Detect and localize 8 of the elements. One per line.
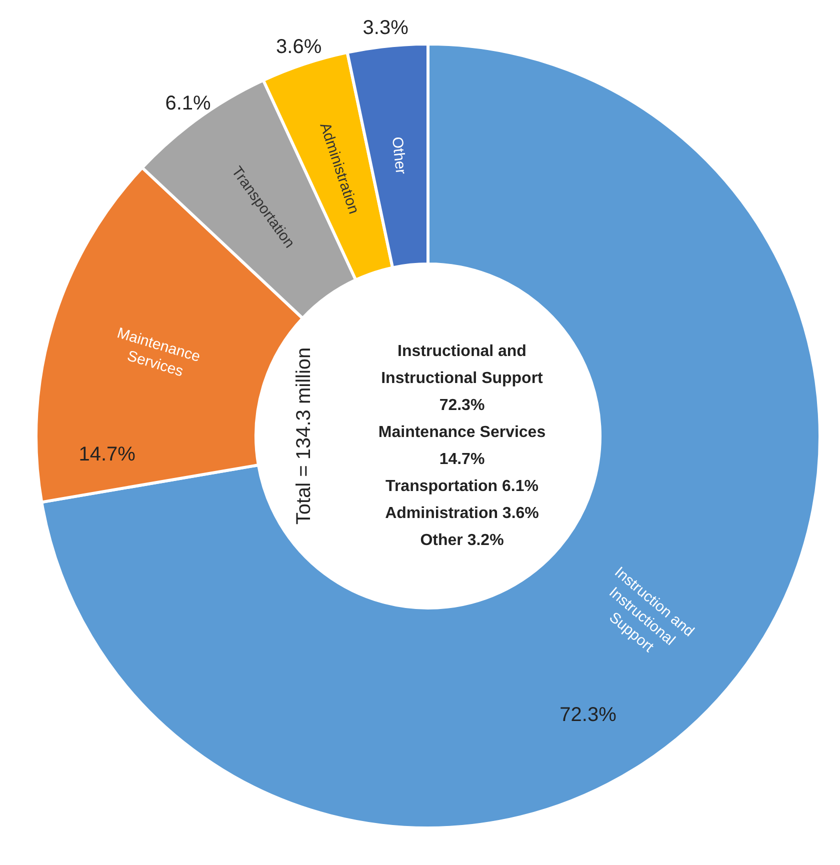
slice-label: Other	[388, 136, 410, 176]
data-label: 6.1%	[165, 92, 212, 115]
text: Instructional and Instructional Support 72.3% Maintenance Services 14.7% Transportation 6.1% Administration 3.6% Other 3.2%	[378, 343, 546, 549]
text: Total = 134.3 million	[293, 347, 315, 525]
data-label: 14.7%	[78, 443, 136, 466]
data-label: 3.3%	[362, 17, 409, 40]
data-label: 3.6%	[276, 36, 322, 58]
data-label: 72.3%	[560, 704, 617, 726]
